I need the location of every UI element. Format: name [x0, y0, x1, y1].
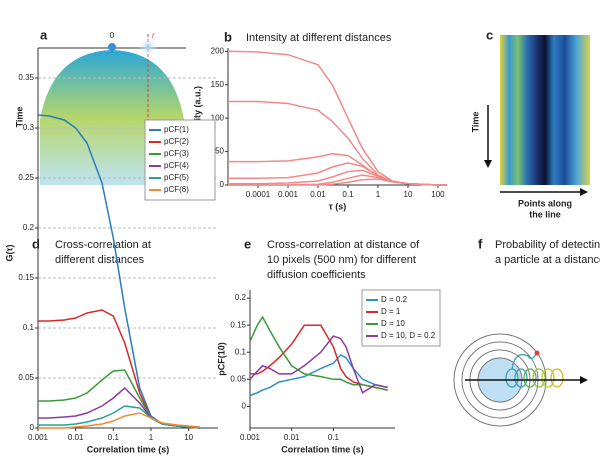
- legend-label: D = 1: [381, 307, 401, 316]
- y-tick-label: 0.1: [235, 347, 247, 356]
- data-line: [249, 335, 388, 394]
- x-axis-label: Correlation time (s): [87, 444, 170, 454]
- x-tick-label: 0.1: [342, 190, 354, 199]
- y-tick-label: 0.05: [230, 374, 246, 383]
- panel-label: a: [40, 27, 48, 42]
- legend-box: [144, 119, 216, 201]
- particle: [108, 43, 116, 51]
- data-line: [228, 178, 447, 186]
- y-axis-label: Time: [14, 107, 24, 128]
- data-line: [249, 353, 388, 397]
- x-tick-label: 0.001: [240, 433, 261, 442]
- x-tick-label: 1: [149, 433, 154, 442]
- x-tick-label: 0.001: [278, 190, 299, 199]
- y-tick-label: 0.15: [230, 320, 246, 329]
- x-tick-label: 100: [431, 190, 445, 199]
- y-tick-label: 0: [220, 180, 225, 189]
- arrow-head: [484, 160, 492, 168]
- glow: [138, 37, 158, 57]
- legend-label: pCF(2): [164, 137, 189, 146]
- chart-title: Cross-correlation at: [55, 239, 151, 251]
- chart-title: Intensity at different distances: [246, 32, 392, 44]
- y-tick-label: 0.15: [18, 273, 34, 282]
- y-tick-label: 0.2: [235, 293, 247, 302]
- panel-f: f Probability of detecting a particle at…: [453, 236, 600, 427]
- data-line: [38, 405, 201, 429]
- y-tick-label: 100: [211, 113, 225, 122]
- distance-label: r: [152, 31, 155, 40]
- y-tick-label: 0.3: [23, 123, 35, 132]
- y-tick-label: 0: [30, 423, 35, 432]
- panel-title: Probability of detecting: [495, 239, 600, 251]
- legend-label: pCF(5): [164, 173, 189, 182]
- data-line: [38, 386, 201, 429]
- y-tick-label: 0.05: [18, 373, 34, 382]
- x-axis-label: Points along: [518, 198, 572, 208]
- legend-label: D = 0.2: [381, 295, 408, 304]
- y-axis-label: G(τ): [4, 244, 14, 261]
- data-line: [228, 100, 447, 186]
- arrow-head: [580, 188, 588, 196]
- panel-label: b: [224, 29, 232, 44]
- x-tick-label: 0.01: [310, 190, 326, 199]
- panel-label: c: [486, 27, 493, 42]
- x-axis-label: Correlation time (s): [281, 444, 364, 454]
- panel-label: f: [478, 236, 483, 251]
- legend-label: pCF(3): [164, 149, 189, 158]
- x-tick-label: 10: [184, 433, 193, 442]
- y-tick-label: 0.25: [18, 173, 34, 182]
- kymograph: [500, 35, 590, 185]
- chart-title: 10 pixels (500 nm) for different: [267, 254, 416, 266]
- trajectory: [505, 353, 564, 388]
- y-axis-label: pCF(10): [216, 342, 226, 376]
- y-tick-label: 0: [242, 401, 247, 410]
- y-tick-label: 50: [215, 147, 224, 156]
- y-tick-label: 150: [211, 80, 225, 89]
- x-tick-label: 0.01: [68, 433, 84, 442]
- panel-label: d: [32, 236, 40, 251]
- origin-label: 0: [110, 31, 115, 40]
- chart-title: Cross-correlation at distance of: [267, 239, 420, 251]
- y-tick-label: 0.1: [23, 323, 35, 332]
- legend-label: pCF(6): [164, 185, 189, 194]
- legend-label: pCF(4): [164, 161, 189, 170]
- y-tick-label: 0.2: [23, 223, 35, 232]
- x-axis-label: the line: [529, 209, 561, 219]
- x-tick-label: 0.001: [28, 433, 49, 442]
- x-tick-label: 0.01: [284, 433, 300, 442]
- arrow-head: [580, 376, 588, 384]
- x-tick-label: 0.1: [328, 433, 340, 442]
- legend-label: pCF(1): [164, 125, 189, 134]
- x-tick-label: 0.1: [108, 433, 120, 442]
- panel-title: a particle at a distance: [495, 254, 600, 266]
- y-tick-label: 0.35: [18, 73, 34, 82]
- legend-label: D = 10, D = 0.2: [381, 331, 436, 340]
- x-tick-label: 10: [404, 190, 413, 199]
- chart-title: different distances: [55, 254, 145, 266]
- panel-c: c Time Points along the line: [470, 27, 590, 219]
- y-tick-label: 200: [211, 46, 225, 55]
- y-axis-label: Time: [470, 112, 480, 133]
- x-axis-label: τ (s): [329, 201, 347, 211]
- legend-label: D = 10: [381, 319, 405, 328]
- chart-title: diffusion coefficients: [267, 269, 366, 281]
- data-line: [38, 412, 201, 429]
- panel-label: e: [244, 236, 251, 251]
- x-tick-label: 0.0001: [246, 190, 271, 199]
- y-axis-label: Intensity (a.u.): [192, 86, 202, 147]
- particle: [534, 350, 540, 356]
- x-tick-label: 1: [376, 190, 381, 199]
